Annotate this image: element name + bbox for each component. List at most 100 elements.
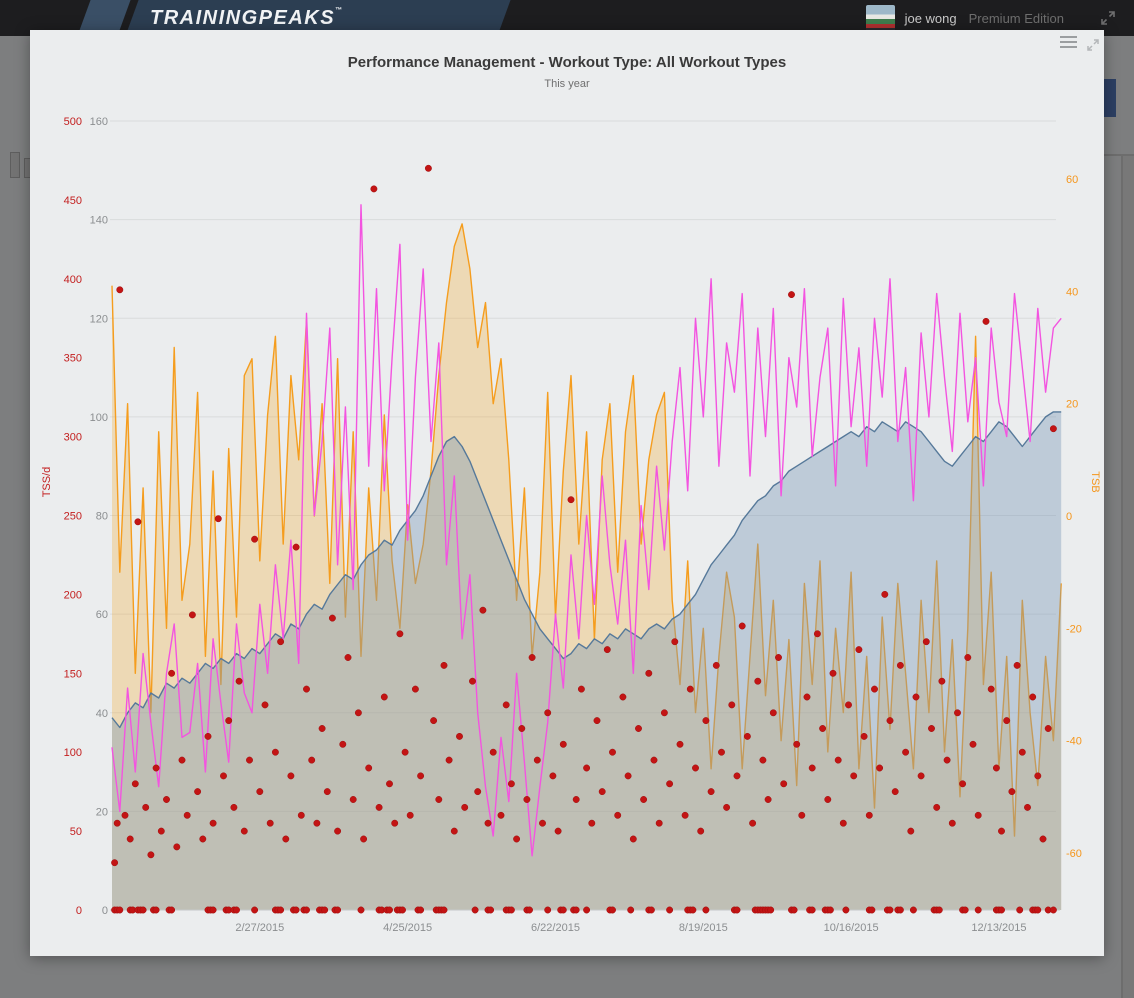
- chart-menu-icon[interactable]: [1060, 36, 1080, 52]
- tss-dot: [728, 701, 736, 709]
- tss-dot: [386, 780, 393, 788]
- tss-dot: [461, 803, 469, 811]
- tss-zero-dot: [116, 906, 124, 914]
- tss-dot: [539, 819, 546, 827]
- tss-dot: [456, 732, 463, 740]
- tss-dot: [754, 677, 762, 685]
- tss-dot: [430, 717, 438, 725]
- tss-dot: [523, 796, 531, 803]
- tss-zero-dot: [886, 906, 894, 914]
- tss-dot: [922, 638, 930, 646]
- tss-zero-dot: [1016, 906, 1024, 914]
- tss-zero-dot: [767, 906, 775, 914]
- tss-dot: [126, 835, 134, 843]
- tss-dot: [982, 317, 990, 325]
- series-line-tsb: [111, 223, 1062, 837]
- tss-dot: [134, 518, 142, 526]
- tss-dot: [876, 764, 884, 772]
- tss-dot: [998, 827, 1005, 835]
- tss-zero-dot: [790, 906, 798, 914]
- tss-dot: [793, 740, 801, 748]
- performance-management-modal: 0 50 100 150 200 250 300 350 400 450 500 0 20 40 60 80 1…: [30, 30, 1104, 956]
- tss-dot: [845, 701, 852, 709]
- tss-dot: [907, 827, 915, 835]
- tss-dot: [987, 685, 995, 693]
- tss-zero-dot: [303, 906, 310, 914]
- tss-dot: [671, 638, 679, 646]
- tss-dot: [1039, 835, 1047, 843]
- tss-dot: [886, 717, 894, 725]
- x-axis-tick: 8/19/2015: [679, 922, 728, 934]
- tss-dot: [891, 788, 899, 796]
- tss-dot: [964, 654, 972, 661]
- tss-dot: [417, 772, 425, 780]
- tss-dot: [497, 811, 505, 819]
- edition-label: Premium Edition: [968, 10, 1064, 26]
- ctl-axis-tick: 140: [90, 215, 108, 227]
- tss-dot: [271, 748, 279, 756]
- tss-dot: [769, 709, 777, 717]
- tss-zero-dot: [277, 906, 285, 914]
- tss-dot: [360, 835, 368, 843]
- chart-expand-icon[interactable]: [1085, 37, 1101, 53]
- tss-dot: [365, 764, 373, 772]
- header-expand-icon[interactable]: [1100, 10, 1116, 26]
- tss-dot: [723, 803, 731, 811]
- tsb-axis-tick: -40: [1066, 736, 1082, 748]
- tss-axis-tick: 400: [64, 274, 82, 286]
- tss-dot: [749, 819, 757, 827]
- ctl-axis-tick: 120: [90, 313, 108, 325]
- tss-dot: [334, 827, 342, 835]
- tss-zero-dot: [666, 906, 674, 914]
- tss-dot: [339, 740, 347, 748]
- chart-title: Performance Management - Workout Type: A…: [347, 54, 787, 71]
- tss-dot: [251, 535, 259, 543]
- tss-zero-dot: [399, 906, 406, 914]
- tss-dot: [401, 748, 409, 756]
- tss-dot: [697, 827, 705, 835]
- tss-zero-dot: [998, 906, 1005, 914]
- tss-zero-dot: [689, 906, 697, 914]
- chart-subtitle: This year: [544, 78, 590, 90]
- tss-zero-dot: [583, 906, 591, 914]
- tss-zero-dot: [251, 906, 259, 914]
- tss-dot: [917, 772, 925, 780]
- x-axis-tick: 2/27/2015: [235, 922, 284, 934]
- tss-dot: [246, 756, 253, 764]
- user-name[interactable]: joe wong: [904, 10, 957, 26]
- tss-zero-dot: [152, 906, 160, 914]
- x-axis-tick: 6/22/2015: [531, 922, 580, 934]
- tss-dot: [928, 725, 935, 732]
- tss-axis-tick: 300: [64, 432, 82, 444]
- tss-dot: [743, 732, 751, 740]
- tss-dot: [391, 819, 399, 827]
- tss-dot: [834, 756, 842, 764]
- tss-dot: [513, 835, 521, 843]
- tss-axis-title: TSS/d: [41, 467, 53, 498]
- logo-text: TRAININGPEAKS™: [150, 7, 344, 29]
- tss-dot: [902, 748, 910, 756]
- tss-axis-tick: 250: [64, 511, 82, 523]
- tss-dot: [544, 709, 552, 717]
- tss-zero-dot: [896, 906, 904, 914]
- tss-zero-dot: [507, 906, 515, 914]
- tss-dot: [655, 819, 663, 827]
- tss-dot: [178, 756, 186, 764]
- tss-dot: [948, 819, 956, 827]
- tss-dot: [142, 803, 150, 811]
- tss-zero-dot: [417, 906, 425, 914]
- tss-dot: [507, 780, 515, 788]
- tss-axis-tick: 0: [76, 905, 82, 917]
- tss-dot: [865, 811, 873, 819]
- tss-dot: [533, 756, 541, 764]
- tss-zero-dot: [974, 906, 982, 914]
- tss-dot: [344, 654, 352, 661]
- tss-dot: [209, 819, 217, 827]
- tss-axis-tick: 50: [70, 826, 82, 838]
- tss-zero-dot: [559, 906, 567, 914]
- tss-dot: [614, 811, 622, 819]
- tss-dot: [435, 796, 443, 803]
- tss-dot: [881, 590, 889, 598]
- tss-dot: [609, 748, 616, 756]
- tss-dot: [780, 780, 788, 788]
